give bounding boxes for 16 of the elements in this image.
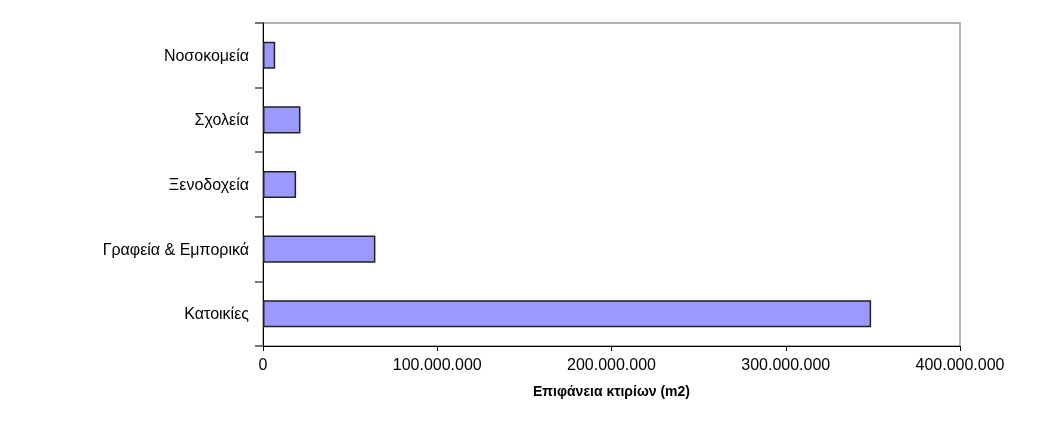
y-tick-label: Σχολεία	[194, 111, 249, 129]
y-tick-label: Γραφεία & Εμπορικά	[102, 240, 249, 258]
bar	[263, 41, 276, 69]
bar	[263, 235, 376, 263]
x-axis-title: Επιφάνεια κτιρίων (m2)	[533, 383, 690, 399]
bar	[263, 106, 301, 134]
x-tick-label: 200.000.000	[567, 355, 657, 373]
bar	[263, 300, 872, 328]
y-tick-label: Κατοικίες	[184, 305, 250, 323]
x-tick-label: 100.000.000	[392, 355, 482, 373]
y-tick-label: Νοσοκομεία	[163, 46, 249, 64]
y-tick-label: Ξενοδοχεία	[168, 176, 249, 193]
bar	[263, 170, 297, 199]
x-tick-label: 400.000.000	[915, 355, 1005, 373]
x-tick-label: 0	[258, 355, 268, 373]
x-tick-label: 300.000.000	[741, 355, 831, 373]
